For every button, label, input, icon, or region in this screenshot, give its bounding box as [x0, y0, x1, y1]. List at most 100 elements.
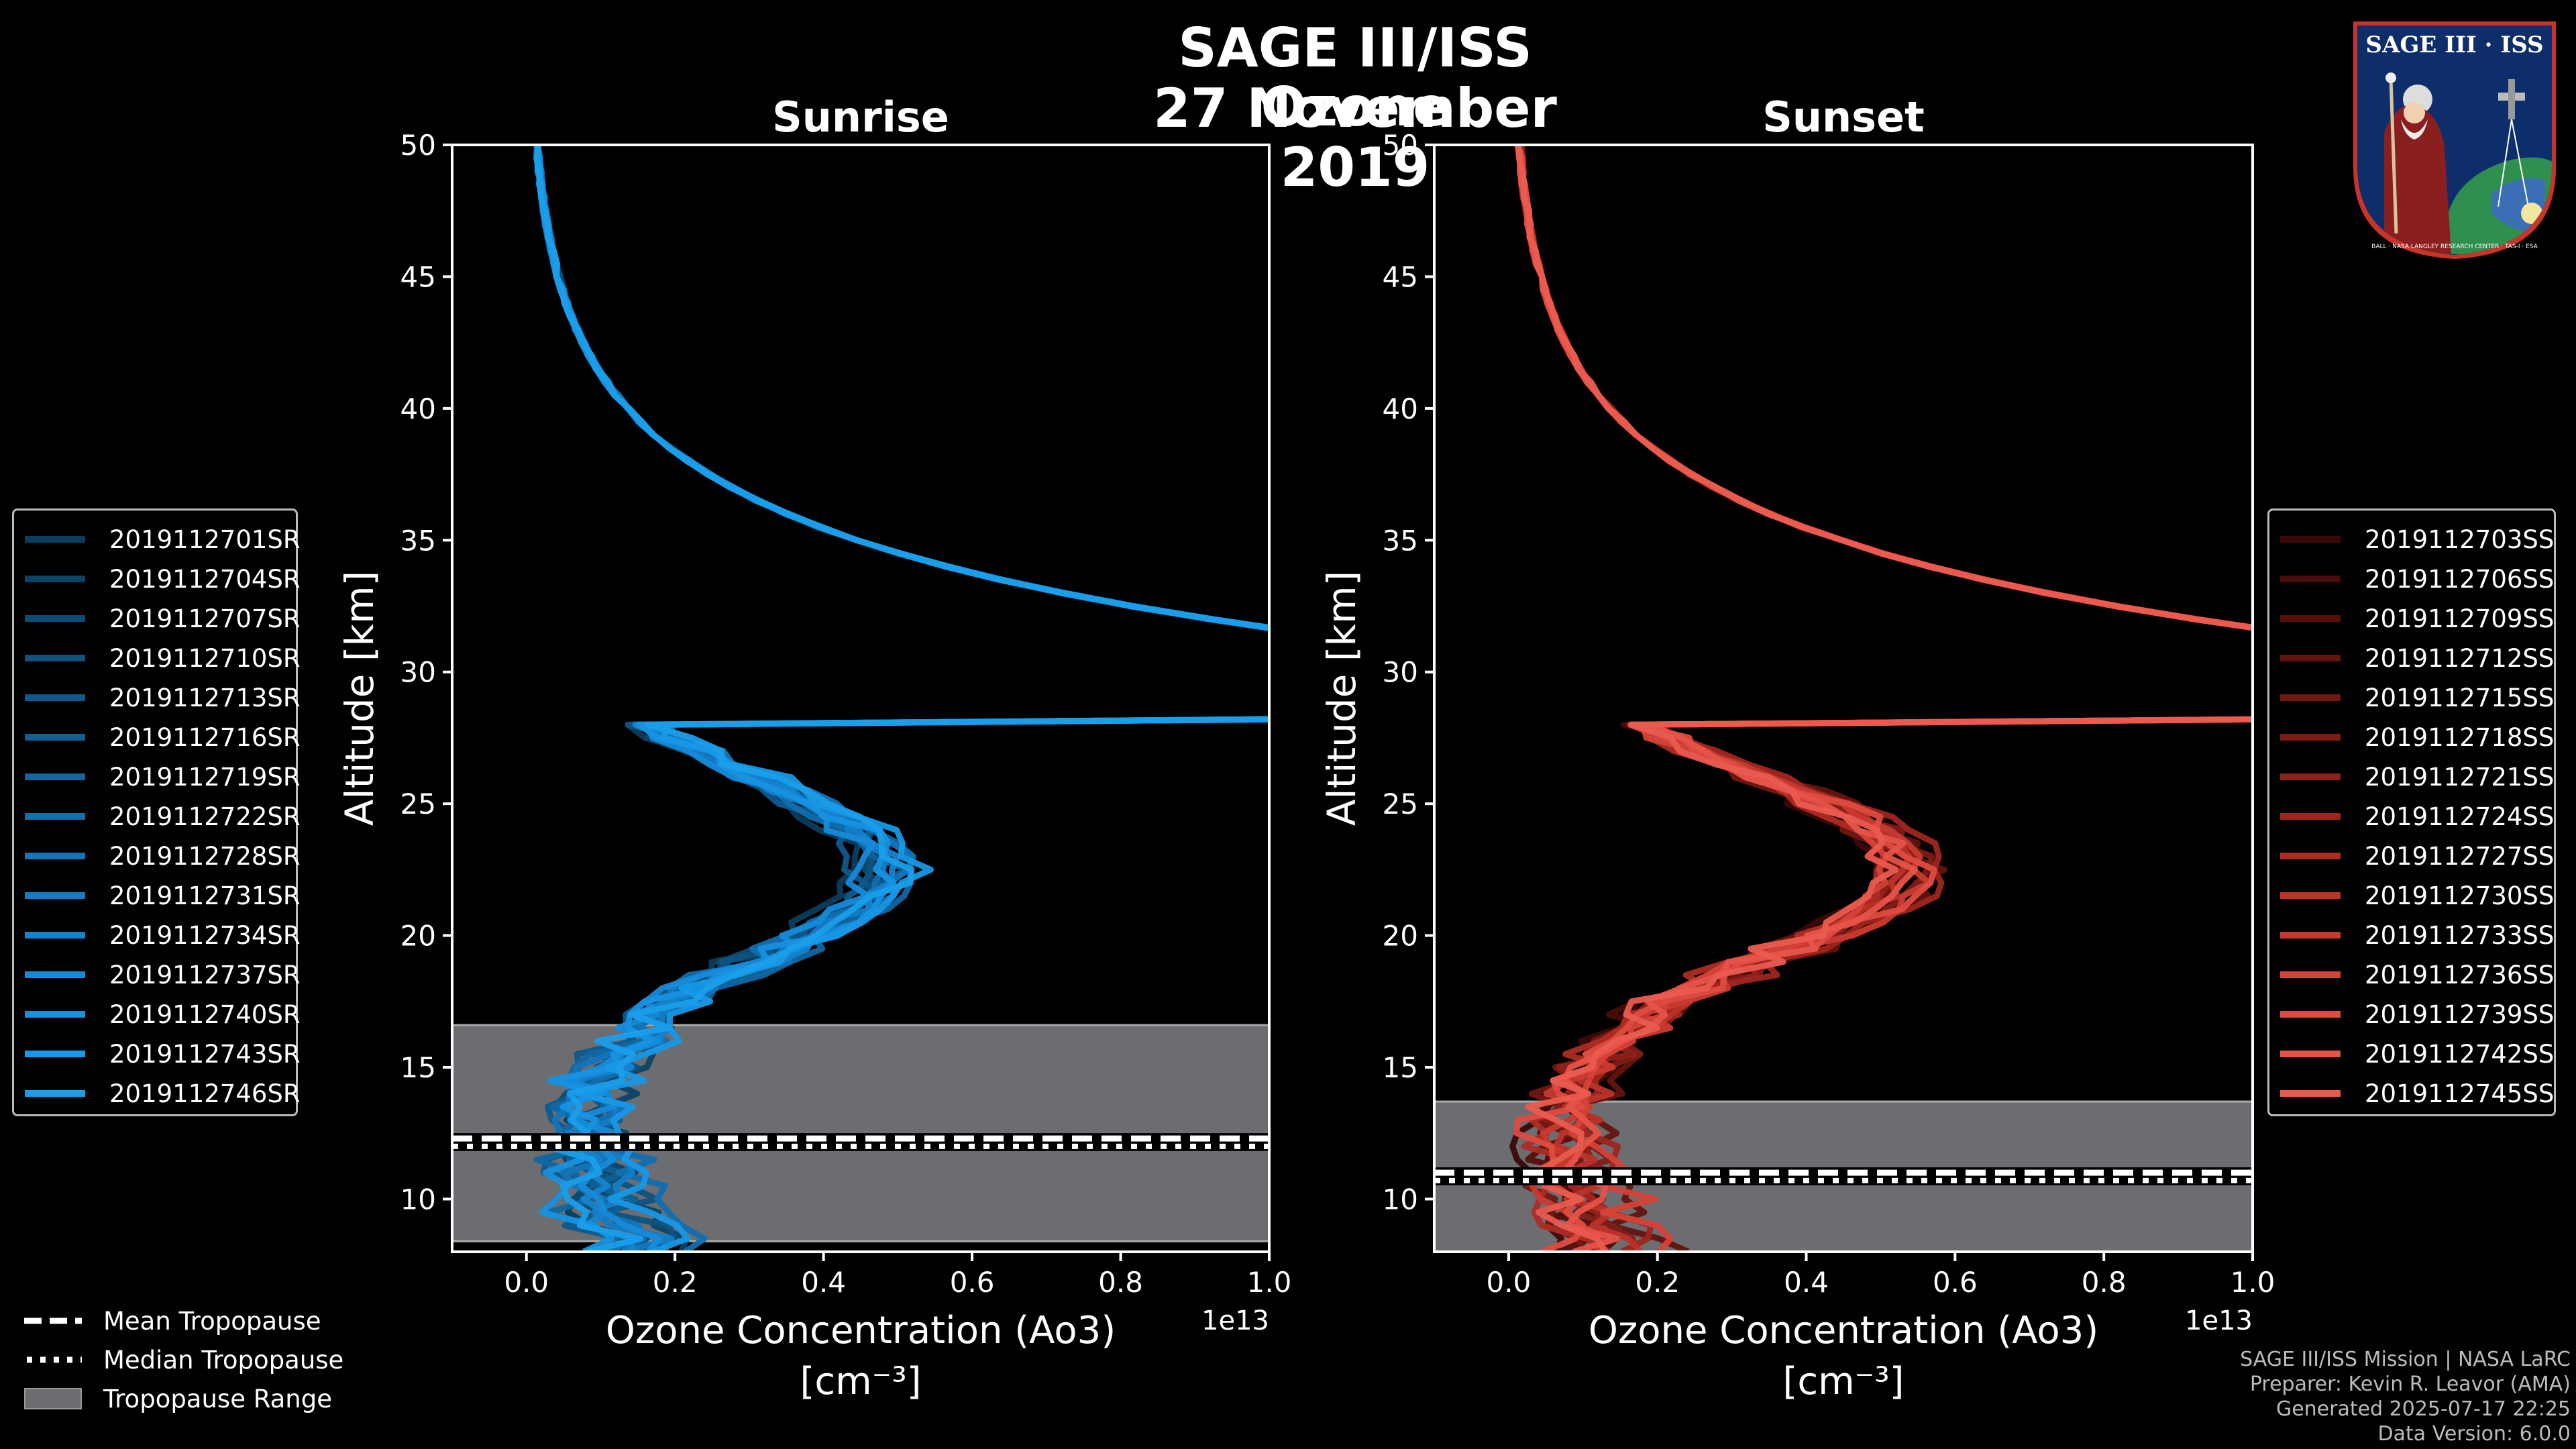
sunrise-legend-label: 2019112722SR	[109, 802, 301, 831]
sunset-xtick-label: 1.0	[2231, 1266, 2275, 1299]
sunrise-legend-label: 2019112728SR	[109, 841, 301, 871]
sunset-legend-swatch	[2280, 536, 2341, 543]
sunset-ytick-label: 40	[1383, 392, 1418, 425]
sunrise-legend-label: 2019112737SR	[109, 960, 301, 989]
footer-line-preparer: Preparer: Kevin R. Leavor (AMA)	[2249, 1373, 2571, 1396]
sunrise-legend-label: 2019112710SR	[109, 643, 301, 673]
sunset-legend-item: 2019112730SS	[2280, 876, 2554, 915]
sunrise-legend-swatch	[25, 694, 85, 701]
sunset-legend-item: 2019112736SS	[2280, 955, 2554, 994]
sunrise-x-scale-label: 1e13	[1201, 1305, 1269, 1336]
sunrise-legend-swatch	[25, 1011, 85, 1018]
sunrise-legend-swatch	[25, 892, 85, 899]
dotted-line-swatch	[27, 1356, 82, 1363]
sunrise-xtick-label: 0.8	[1098, 1266, 1143, 1299]
sunrise-legend-item: 2019112740SR	[25, 995, 301, 1034]
sunrise-y-axis-label: Altitude [km]	[337, 571, 382, 826]
sunrise-legend-swatch	[25, 773, 85, 780]
logo-text: SAGE III · ISS	[2365, 32, 2543, 58]
sunrise-legend-label: 2019112707SR	[109, 604, 301, 633]
footer-line-version: Data Version: 6.0.0	[2377, 1422, 2571, 1446]
sunset-legend-swatch	[2280, 615, 2341, 622]
sunset-legend-item: 2019112715SS	[2280, 678, 2554, 717]
sunset-legend-swatch	[2280, 576, 2341, 582]
sunset-legend-label: 2019112742SS	[2365, 1039, 2555, 1069]
footer-line-mission: SAGE III/ISS Mission | NASA LaRC	[2240, 1348, 2571, 1371]
sunrise-legend-item: 2019112710SR	[25, 639, 301, 678]
mean-tropopause-label: Mean Tropopause	[103, 1306, 321, 1336]
sunset-legend-swatch	[2280, 734, 2341, 741]
sunrise-legend-swatch	[25, 1051, 85, 1057]
sunset-legend-label: 2019112745SS	[2365, 1079, 2555, 1108]
sunset-ytick-label: 10	[1383, 1183, 1418, 1216]
sunrise-panel-title: Sunrise	[772, 93, 949, 142]
sunrise-x-axis-units: [cm⁻³]	[800, 1360, 921, 1403]
sunset-ytick-label: 45	[1383, 260, 1418, 293]
sunrise-legend-label: 2019112713SR	[109, 683, 301, 712]
sunrise-x-axis-label: Ozone Concentration (Ao3)	[606, 1309, 1116, 1352]
sunset-panel: 10 15 20 25 30 35 40 45 50 0.0 0.2 0.4 0.6 0.8 1.0 1e13…	[1319, 93, 2275, 1403]
sunset-legend-swatch	[2280, 773, 2341, 780]
sunset-x-axis-label: Ozone Concentration (Ao3)	[1589, 1309, 2098, 1352]
sunset-legend-swatch	[2280, 892, 2341, 899]
sunrise-legend-item: 2019112728SR	[25, 837, 301, 875]
sunrise-xtick-label: 0.6	[950, 1266, 995, 1299]
sunset-legend-label: 2019112727SS	[2365, 841, 2555, 871]
sunset-ytick-label: 20	[1383, 920, 1418, 953]
sunset-legend-label: 2019112709SS	[2365, 604, 2555, 633]
sunrise-legend-swatch	[25, 536, 85, 543]
sunset-legend-swatch	[2280, 694, 2341, 701]
logo-ring-text: BALL · NASA LANGLEY RESEARCH CENTER · TA…	[2371, 244, 2538, 250]
sunset-x-axis-units: [cm⁻³]	[1782, 1360, 1904, 1403]
sunset-xtick-label: 0.0	[1487, 1266, 1532, 1299]
figure-title-line2: 27 November 2019	[1153, 77, 1557, 199]
sunset-ytick-label: 50	[1383, 129, 1418, 162]
sunrise-legend-swatch	[25, 932, 85, 938]
sunrise-legend-swatch	[25, 734, 85, 741]
range-patch-swatch	[24, 1388, 82, 1409]
sunset-legend-swatch	[2280, 1090, 2341, 1097]
sunrise-legend-label: 2019112740SR	[109, 1000, 301, 1029]
sunrise-ytick-label: 30	[400, 656, 436, 689]
sunset-legend-label: 2019112736SS	[2365, 960, 2555, 989]
sunset-legend-label: 2019112730SS	[2365, 881, 2555, 910]
sunrise-ytick-label: 10	[400, 1183, 436, 1216]
sunset-legend-item: 2019112745SS	[2280, 1074, 2554, 1113]
sunset-xtick-label: 0.2	[1635, 1266, 1680, 1299]
sunrise-legend: 2019112701SR 2019112704SR 2019112707SR 2019…	[12, 508, 301, 1116]
sunset-legend-swatch	[2280, 1011, 2341, 1018]
figure-title-line1: SAGE III/ISS Ozone	[1178, 17, 1532, 138]
sunrise-xtick-label: 0.0	[504, 1266, 549, 1299]
sunset-legend-item: 2019112712SS	[2280, 639, 2554, 678]
sunset-legend-label: 2019112715SS	[2365, 683, 2555, 712]
sunrise-legend-item: 2019112713SR	[25, 678, 301, 717]
footer-credits: SAGE III/ISS Mission | NASA LaRC Prepare…	[2240, 1347, 2571, 1446]
sunset-legend-swatch	[2280, 1051, 2341, 1057]
sunrise-legend-item: 2019112704SR	[25, 559, 301, 598]
sunset-series-group	[1509, 145, 2253, 1252]
sage-iii-iss-logo: SAGE III · ISS BALL · NASA LANGLEY RESEA…	[2353, 21, 2556, 259]
sunrise-legend-label: 2019112719SR	[109, 762, 301, 792]
sunset-legend-swatch	[2280, 813, 2341, 820]
tropopause-range-label: Tropopause Range	[103, 1384, 333, 1413]
sunset-legend-label: 2019112703SS	[2365, 525, 2555, 554]
sunset-ytick-label: 30	[1383, 656, 1418, 689]
sunset-legend-item: 2019112721SS	[2280, 757, 2554, 796]
sunset-legend-swatch	[2280, 971, 2341, 978]
sunset-legend-label: 2019112706SS	[2365, 564, 2555, 594]
sunrise-legend-item: 2019112719SR	[25, 757, 301, 796]
sunset-legend-item: 2019112727SS	[2280, 837, 2554, 875]
sunrise-legend-item: 2019112701SR	[25, 520, 301, 559]
sunset-panel-title: Sunset	[1762, 93, 1925, 142]
sunset-legend-label: 2019112739SS	[2365, 1000, 2555, 1029]
sunrise-xtick-label: 0.4	[801, 1266, 846, 1299]
sunrise-legend-item: 2019112716SR	[25, 718, 301, 757]
sunrise-legend-label: 2019112746SR	[109, 1079, 301, 1108]
sunrise-series-group	[533, 145, 1269, 1252]
sunrise-legend-item: 2019112722SR	[25, 797, 301, 836]
sunrise-legend-item: 2019112746SR	[25, 1074, 301, 1113]
sunset-legend-item: 2019112739SS	[2280, 995, 2554, 1034]
sunrise-ytick-label: 25	[400, 788, 436, 820]
sunset-axes-frame	[1433, 144, 2254, 1253]
